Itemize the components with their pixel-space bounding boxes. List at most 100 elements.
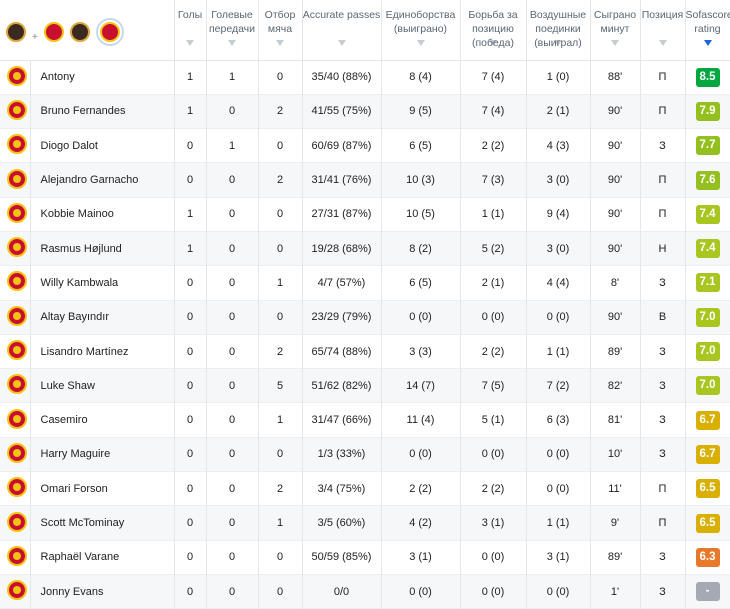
col-rating[interactable]: Sofascore rating xyxy=(685,0,730,61)
minutes-cell: 11' xyxy=(590,471,641,506)
minutes-cell: 90' xyxy=(590,162,641,198)
table-row[interactable]: Diogo Dalot 0 1 0 60/69 (87%) 6 (5) 2 (2) 4 (3)… xyxy=(0,128,730,163)
position-cell: П xyxy=(640,60,686,95)
minutes-cell: 90' xyxy=(590,128,641,163)
team-logo-icon[interactable] xyxy=(6,22,26,42)
player-name[interactable]: Kobbie Mainoo xyxy=(30,197,175,232)
club-crest-icon xyxy=(6,477,27,498)
club-crest-icon xyxy=(6,99,27,120)
table-row[interactable]: Kobbie Mainoo 1 0 0 27/31 (87%) 10 (5) 1 (1) 9 … xyxy=(0,197,730,232)
table-row[interactable]: Raphaël Varane 0 0 0 50/59 (85%) 3 (1) 0 (0) 3 … xyxy=(0,540,730,575)
col-accurate-passes[interactable]: Accurate passes xyxy=(302,0,382,61)
col-tackles[interactable]: Отбор мяча xyxy=(258,0,303,61)
tackles-cell: 0 xyxy=(258,197,303,232)
aerial-duels-cell: 1 (1) xyxy=(526,334,591,369)
player-name[interactable]: Harry Maguire xyxy=(30,437,175,472)
table-row[interactable]: Bruno Fernandes 1 0 2 41/55 (75%) 9 (5) 7 (4) 2… xyxy=(0,94,730,129)
rating-cell: 6.5 xyxy=(685,505,730,541)
table-row[interactable]: Harry Maguire 0 0 0 1/3 (33%) 0 (0) 0 (0) 0 (0)… xyxy=(0,437,730,472)
table-row[interactable]: Alejandro Garnacho 0 0 2 31/41 (76%) 10 (3) 7 … xyxy=(0,162,730,198)
club-crest-icon xyxy=(6,168,27,189)
col-goals[interactable]: Голы xyxy=(174,0,207,61)
table-row[interactable]: Casemiro 0 0 1 31/47 (66%) 11 (4) 5 (1) 6 (3) 81… xyxy=(0,402,730,438)
table-row[interactable]: Luke Shaw 0 0 5 51/62 (82%) 14 (7) 7 (5) 7 (2) 8… xyxy=(0,368,730,403)
aerial-duels-cell: 0 (0) xyxy=(526,300,591,335)
rating-badge: 7.1 xyxy=(695,273,720,293)
rating-cell: 7.6 xyxy=(685,162,730,198)
col-label: Воздушные поединки (выиграл) xyxy=(529,9,587,49)
assists-cell: 0 xyxy=(206,368,259,403)
tackles-cell: 0 xyxy=(258,574,303,609)
team-logo-icon[interactable] xyxy=(43,22,64,42)
table-row[interactable]: Willy Kambwala 0 0 1 4/7 (57%) 6 (5) 2 (1) 4 (4… xyxy=(0,265,730,301)
player-name[interactable]: Altay Bayındır xyxy=(30,300,175,335)
player-name[interactable]: Diogo Dalot xyxy=(30,128,175,163)
col-ground-duels[interactable]: Борьба за позицию (победа) xyxy=(460,0,527,61)
position-cell: В xyxy=(640,300,686,335)
goals-cell: 1 xyxy=(174,94,207,129)
rating-badge: 6.5 xyxy=(695,479,720,499)
assists-cell: 0 xyxy=(206,437,259,472)
rating-badge: 7.6 xyxy=(695,170,720,190)
table-row[interactable]: Omari Forson 0 0 2 3/4 (75%) 2 (2) 2 (2) 0 (0) 1… xyxy=(0,471,730,506)
player-name[interactable]: Omari Forson xyxy=(30,471,175,506)
club-crest-icon xyxy=(6,580,27,601)
rating-cell: 8.5 xyxy=(685,60,730,95)
table-row[interactable]: Rasmus Højlund 1 0 0 19/28 (68%) 8 (2) 5 (2) 3 … xyxy=(0,231,730,266)
player-name[interactable]: Jonny Evans xyxy=(30,574,175,609)
player-name[interactable]: Bruno Fernandes xyxy=(30,94,175,129)
col-label: Борьба за позицию (победа) xyxy=(468,9,518,49)
assists-cell: 0 xyxy=(206,94,259,129)
passes-cell: 19/28 (68%) xyxy=(302,231,382,266)
tackles-cell: 0 xyxy=(258,300,303,335)
position-cell: П xyxy=(640,162,686,198)
club-logo-cell xyxy=(0,505,31,541)
table-row[interactable]: Antony 1 1 0 35/40 (88%) 8 (4) 7 (4) 1 (0) 88' П 8… xyxy=(0,60,730,95)
col-label: Отбор мяча xyxy=(264,9,296,35)
col-duels[interactable]: Единоборства (выиграно) xyxy=(381,0,461,61)
player-name[interactable]: Raphaël Varane xyxy=(30,540,175,575)
passes-cell: 1/3 (33%) xyxy=(302,437,382,472)
player-name[interactable]: Casemiro xyxy=(30,402,175,438)
duels-cell: 11 (4) xyxy=(381,402,461,438)
player-name[interactable]: Willy Kambwala xyxy=(30,265,175,301)
player-name[interactable]: Alejandro Garnacho xyxy=(30,162,175,198)
player-name[interactable]: Scott McTominay xyxy=(30,505,175,541)
aerial-duels-cell: 6 (3) xyxy=(526,402,591,438)
team-filter[interactable]: + xyxy=(0,0,175,61)
rating-badge: 7.9 xyxy=(695,101,720,121)
selected-team-filter[interactable] xyxy=(95,18,124,46)
rating-cell: 7.4 xyxy=(685,231,730,266)
ground-duels-cell: 0 (0) xyxy=(460,574,527,609)
player-name[interactable]: Antony xyxy=(30,60,175,95)
table-row[interactable]: Jonny Evans 0 0 0 0/0 0 (0) 0 (0) 0 (0) 1' З - xyxy=(0,574,730,609)
team-logo-icon xyxy=(99,22,120,42)
rating-badge: 6.7 xyxy=(695,444,720,464)
player-name[interactable]: Lisandro Martínez xyxy=(30,334,175,369)
goals-cell: 1 xyxy=(174,197,207,232)
position-cell: Н xyxy=(640,231,686,266)
player-name[interactable]: Rasmus Højlund xyxy=(30,231,175,266)
sort-arrow-icon xyxy=(611,40,619,46)
sort-arrow-icon xyxy=(416,40,425,46)
table-row[interactable]: Lisandro Martínez 0 0 2 65/74 (88%) 3 (3) 2 (2… xyxy=(0,334,730,369)
rating-cell: 7.0 xyxy=(685,300,730,335)
col-label: Accurate passes xyxy=(302,9,381,21)
col-assists[interactable]: Голевые передачи xyxy=(206,0,259,61)
col-minutes[interactable]: Сыграно минут xyxy=(590,0,641,61)
goals-cell: 1 xyxy=(174,60,207,95)
minutes-cell: 90' xyxy=(590,300,641,335)
col-position[interactable]: Позиция xyxy=(640,0,686,61)
table-row[interactable]: Scott McTominay 0 0 1 3/5 (60%) 4 (2) 3 (1) 1 (… xyxy=(0,505,730,541)
team-logo-icon[interactable] xyxy=(69,22,90,42)
ground-duels-cell: 2 (2) xyxy=(460,471,527,506)
col-aerial-duels[interactable]: Воздушные поединки (выиграл) xyxy=(526,0,591,61)
rating-cell: 6.7 xyxy=(685,402,730,438)
table-row[interactable]: Altay Bayındır 0 0 0 23/29 (79%) 0 (0) 0 (0) 0 … xyxy=(0,300,730,335)
aerial-duels-cell: 0 (0) xyxy=(526,437,591,472)
rating-cell: 7.0 xyxy=(685,334,730,369)
position-cell: П xyxy=(640,197,686,232)
ground-duels-cell: 2 (1) xyxy=(460,265,527,301)
player-name[interactable]: Luke Shaw xyxy=(30,368,175,403)
tackles-cell: 0 xyxy=(258,128,303,163)
